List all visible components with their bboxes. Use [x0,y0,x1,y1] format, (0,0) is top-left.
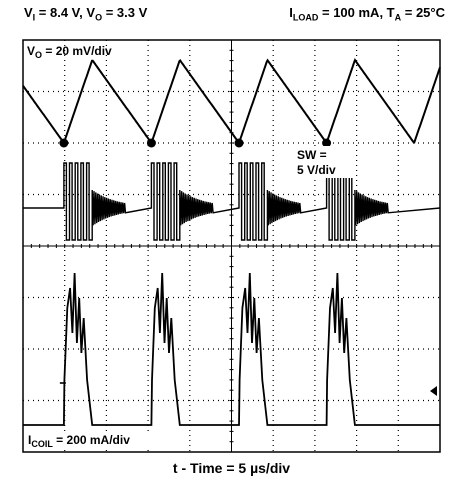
sw-label-line1: SW = [297,148,327,162]
traces [22,58,441,426]
sw-trace [23,162,441,241]
vo-valley-point [234,138,244,148]
header-conditions-right: ILOAD = 100 mA, TA = 25°C [289,5,445,23]
vo-scale-label: VO = 20 mV/div [27,44,112,60]
sw-scale-label: SW = 5 V/div [292,146,354,178]
svg-text:ICOIL = 200 mA/div: ICOIL = 200 mA/div [28,433,130,449]
grid [23,40,440,452]
vo-valley-point [146,138,156,148]
vo-trace [22,58,441,145]
icoil-scale-label: ICOIL = 200 mA/div [26,432,166,449]
icoil-trace [23,272,440,426]
header-conditions-left: VI = 8.4 V, VO = 3.3 V [24,5,148,23]
vo-valley-point [59,138,69,148]
sw-label-line2: 5 V/div [297,163,336,177]
vo-valley-point [322,138,332,148]
x-axis-label: t - Time = 5 µs/div [172,460,291,476]
channel-marker-icon [430,386,437,396]
